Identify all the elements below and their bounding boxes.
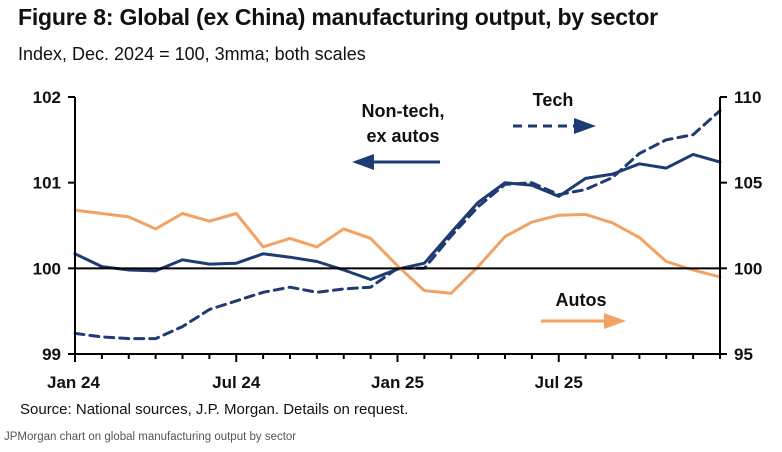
chart-subtitle: Index, Dec. 2024 = 100, 3mma; both scale… [18,44,366,64]
series-line-non-tech-ex-autos [73,152,722,281]
right-tick-label: 105 [734,174,762,193]
tech-arrow-head-icon [574,118,596,134]
nontech-arrow-head-icon [352,154,374,170]
chart-source: Source: National sources, J.P. Morgan. D… [20,401,409,418]
line-chart: 99 100 101 102 95 100 105 110 Jan 24 Jul 24 Jan 25… [33,88,763,392]
left-tick-label: 100 [33,259,61,278]
image-caption: JPMorgan chart on global manufacturing o… [4,431,297,443]
series-line-autos [73,208,722,295]
annotation-nontech-line1: Non-tech, [362,101,445,121]
right-tick-label: 110 [734,88,761,107]
annotation-tech: Tech [533,90,574,110]
x-tick-label: Jul 25 [535,373,583,392]
left-tick-label: 102 [33,88,61,107]
annotation-autos: Autos [556,290,607,310]
right-tick-label: 100 [734,259,762,278]
x-tick-label: Jan 24 [47,373,100,392]
annotation-nontech-line2: ex autos [366,126,439,146]
autos-arrow-head-icon [604,313,626,329]
x-tick-label: Jan 25 [371,373,424,392]
left-tick-label: 99 [42,345,61,364]
right-tick-label: 95 [734,345,753,364]
chart-title: Figure 8: Global (ex China) manufacturin… [18,4,658,30]
x-tick-label: Jul 24 [212,373,261,392]
left-tick-label: 101 [33,174,61,193]
